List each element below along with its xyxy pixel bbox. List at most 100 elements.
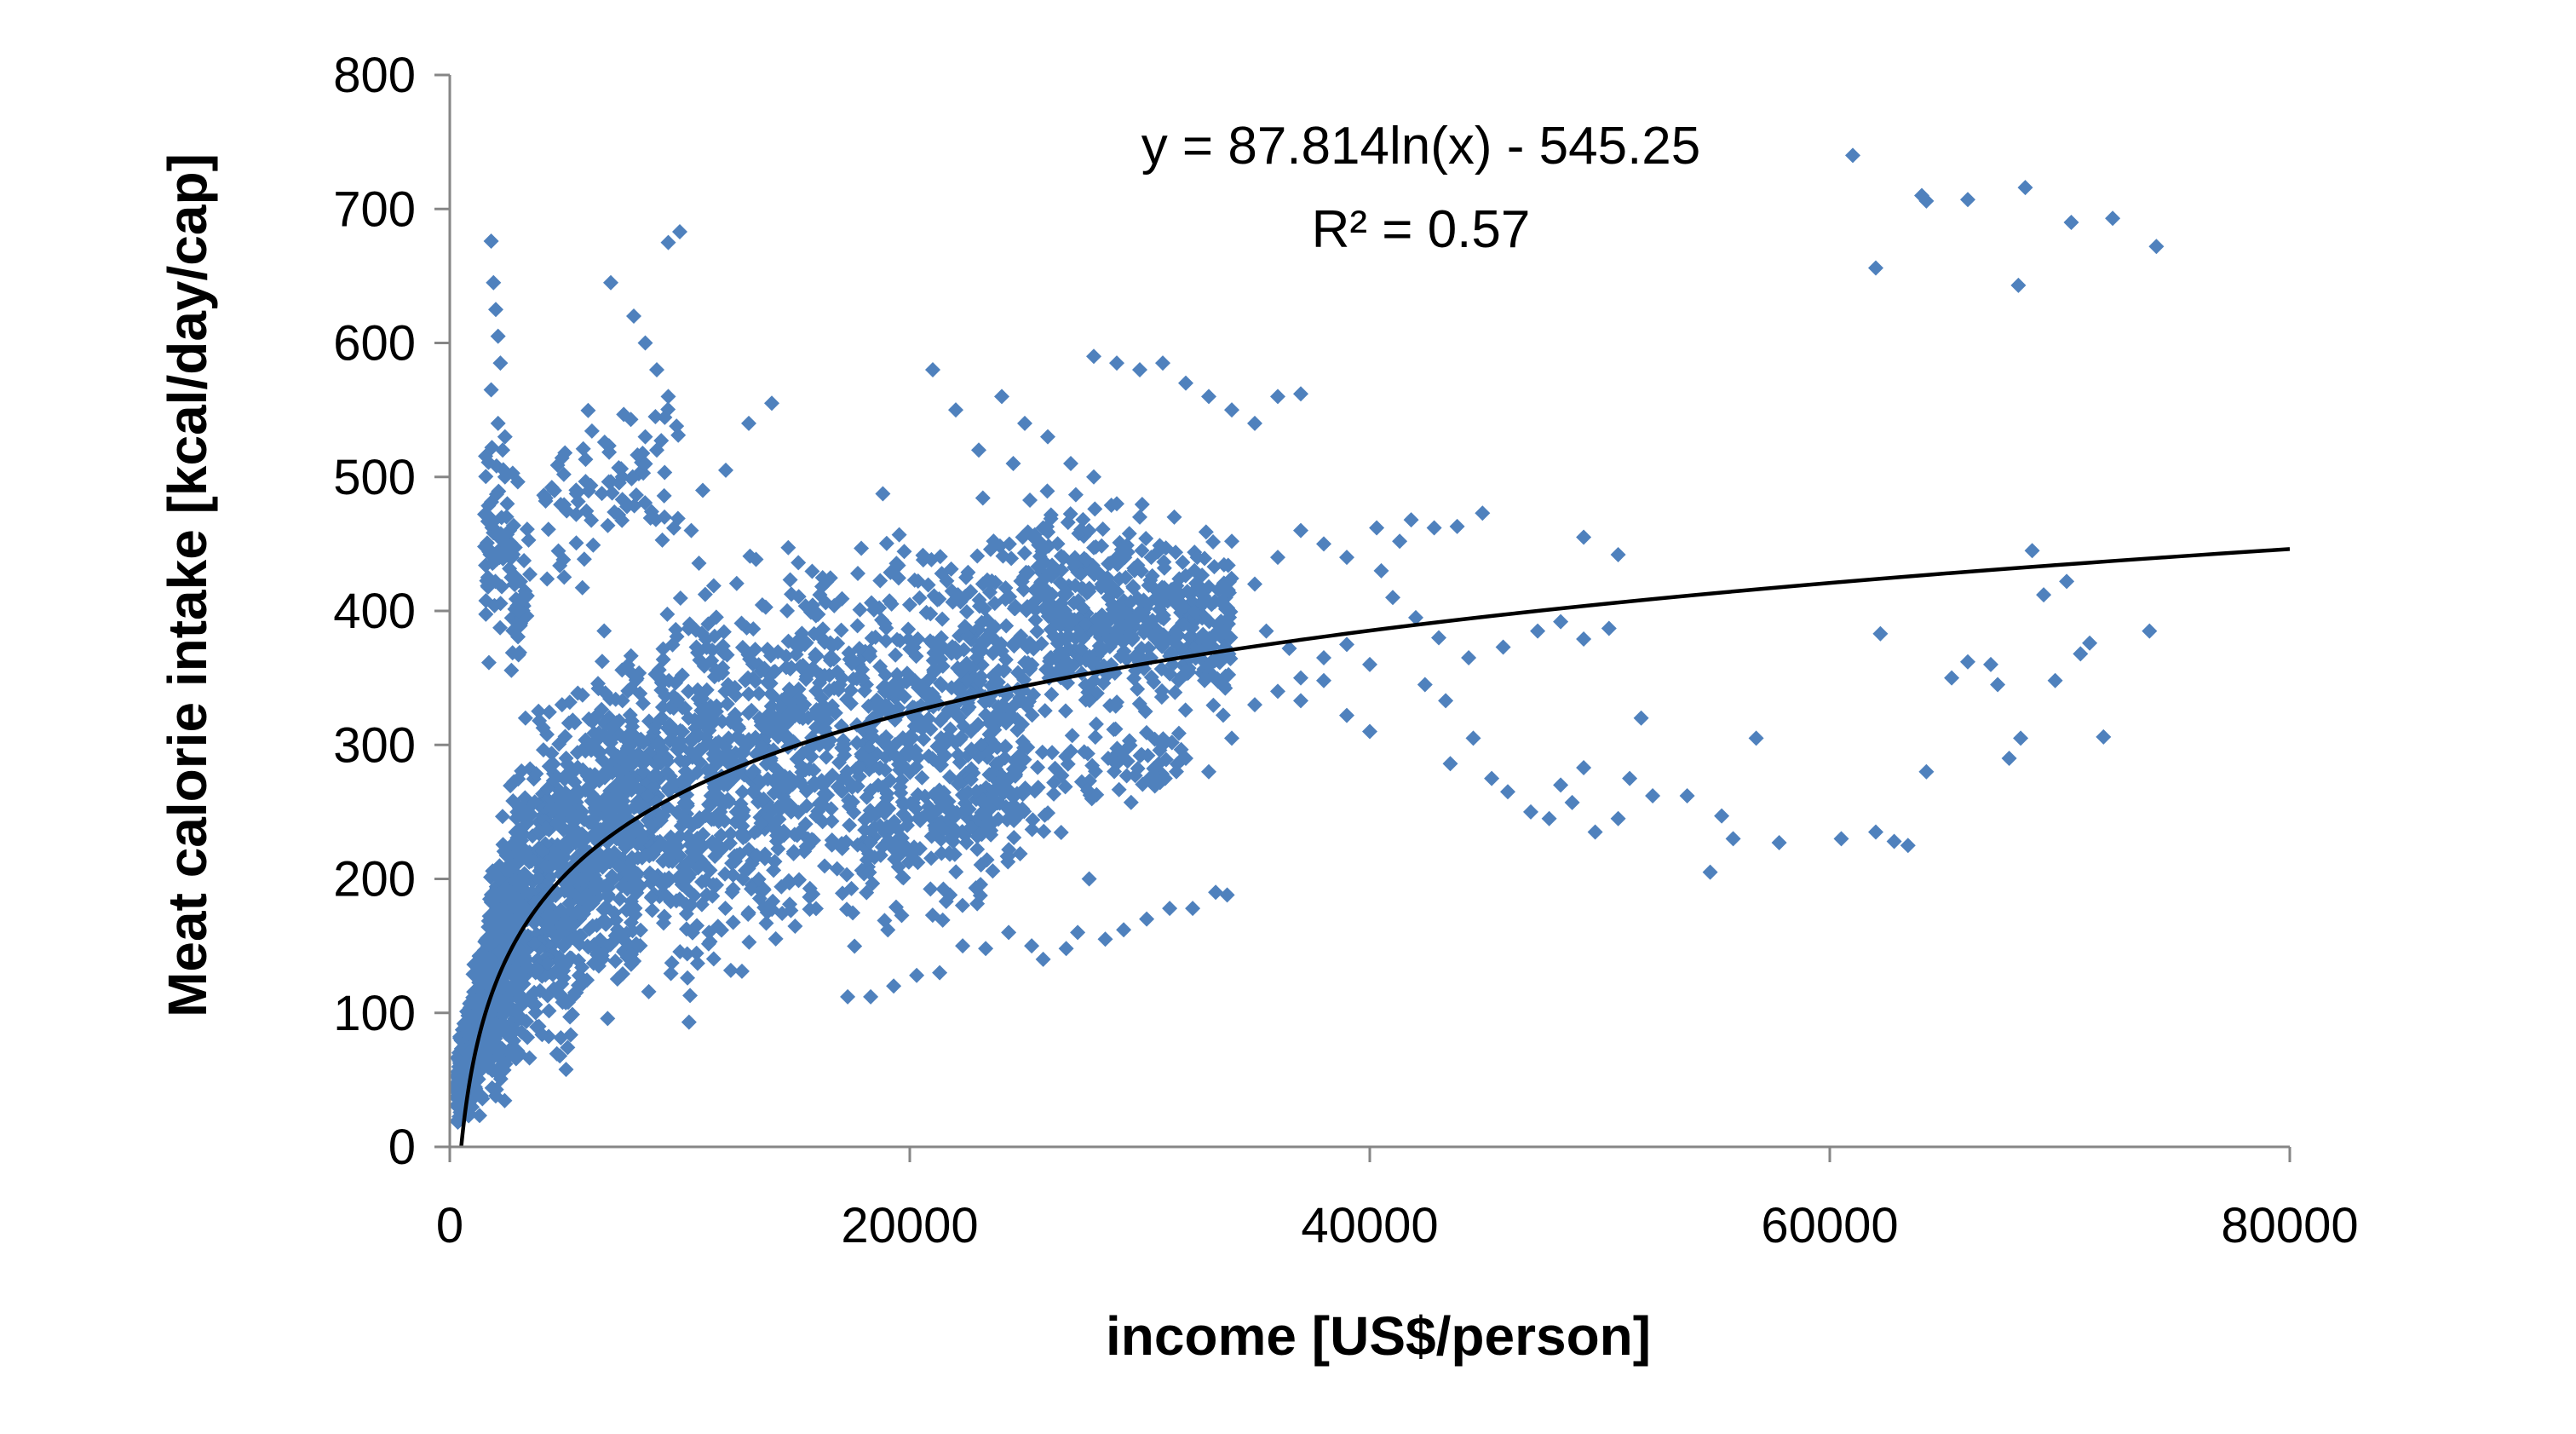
data-point [971,442,986,458]
data-point [1053,548,1069,564]
data-point [1130,681,1146,697]
data-point [1702,864,1718,880]
data-point [569,787,585,803]
data-point [553,902,569,919]
data-point [1610,546,1626,562]
data-point [925,635,941,651]
data-point [945,594,961,610]
data-point [991,755,1007,771]
data-point [485,863,501,879]
data-point [808,649,824,665]
data-point [795,711,811,727]
data-point [1086,469,1101,485]
data-point [483,382,499,398]
data-point [942,721,958,737]
data-point [1049,602,1066,619]
data-point [578,452,594,468]
data-point [665,520,681,536]
data-point [543,857,560,873]
data-point [539,988,555,1004]
data-point [1038,599,1054,615]
data-point [742,651,758,667]
data-point [1054,768,1070,784]
data-point [751,710,768,726]
data-point [2059,573,2075,590]
data-point [540,872,556,889]
data-point [693,839,710,855]
data-point [506,774,522,790]
data-point [610,748,626,764]
data-point [823,801,839,817]
data-point [592,931,608,947]
data-point [906,795,922,811]
data-point [718,747,734,763]
data-point [1431,630,1446,646]
data-point [894,772,910,788]
data-point [694,874,710,890]
data-point [510,629,526,645]
data-point [715,638,731,654]
data-point [872,573,888,589]
data-point [581,711,597,727]
data-point [528,766,544,782]
data-point [1005,456,1021,472]
data-point [490,415,506,431]
data-point [948,402,963,418]
data-point [1167,684,1183,700]
data-point [659,606,676,622]
data-point [1086,673,1102,689]
data-point [664,955,680,971]
data-point [630,793,646,809]
data-point [477,1049,493,1065]
data-point [681,1014,697,1030]
data-point [1037,807,1053,823]
data-point [977,807,993,823]
data-point [877,667,894,683]
data-point [788,647,804,663]
trendline-layer [459,547,2291,1147]
data-point [669,418,685,435]
data-point [587,791,603,807]
data-point [1067,578,1084,594]
data-point [740,906,756,922]
data-point [718,462,733,478]
data-point [972,673,988,689]
data-point [692,754,708,770]
data-point [870,777,886,793]
data-point [1006,752,1022,769]
data-point [502,522,518,538]
data-point [879,802,895,818]
data-point [749,847,765,863]
data-point [541,1003,557,1019]
data-point [1645,788,1661,804]
data-point [1141,578,1157,594]
data-point [720,792,736,808]
data-point [602,792,618,808]
data-point [886,978,902,994]
data-point [934,566,950,582]
data-point [626,953,642,970]
data-point [882,593,898,609]
x-tick-label: 20000 [841,1198,978,1253]
data-point [1036,823,1052,839]
data-point [1029,624,1045,640]
data-point [1016,545,1032,562]
data-point [890,570,906,586]
data-point [497,882,514,898]
data-point [574,579,590,596]
data-point [576,551,592,567]
data-point [1064,728,1080,744]
data-point [933,651,949,667]
data-point [851,758,867,775]
data-point [594,654,610,670]
data-point [889,631,906,648]
data-point [1196,595,1212,611]
data-point [2105,210,2121,227]
data-point [954,897,970,913]
data-point [1475,505,1491,521]
data-point [596,829,612,845]
data-point [986,596,1003,612]
data-point [702,934,718,950]
